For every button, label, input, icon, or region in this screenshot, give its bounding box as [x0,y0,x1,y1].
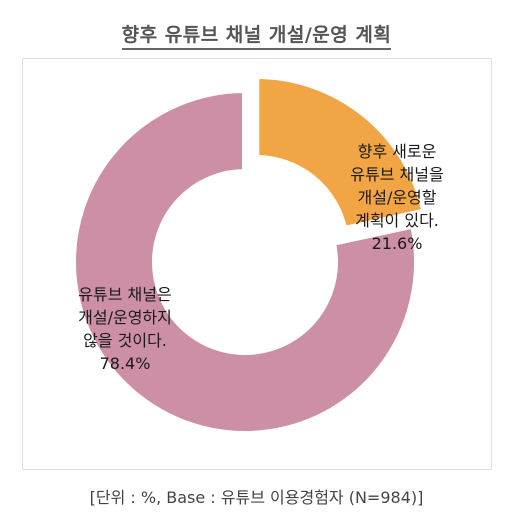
slice-value-no-plan: 78.4% [99,354,151,373]
slice-label-no-plan-line-3: 않을 것이다. [83,331,167,350]
slice-label-plan: 향후 새로운 유튜브 채널을 개설/운영할 계획이 있다. 21.6% [328,140,466,255]
slice-plan [253,72,428,233]
slice-label-no-plan-line-2: 개설/운영하지 [78,308,172,327]
slice-label-no-plan: 유튜브 채널은 개설/운영하지 않을 것이다. 78.4% [50,283,200,375]
slice-label-plan-line-1: 향후 새로운 [357,142,437,161]
slice-no-plan [70,86,420,437]
slice-label-plan-line-3: 개설/운영할 [357,188,437,207]
footnote: [단위 : %, Base : 유튜브 이용경험자 (N=984)] [89,488,424,507]
slice-label-plan-line-2: 유튜브 채널을 [350,165,444,184]
chart-title: 향후 유튜브 채널 개설/운영 계획 [0,20,513,50]
slice-label-plan-line-4: 계획이 있다. [355,211,439,230]
slice-value-plan: 21.6% [371,234,423,253]
slice-label-no-plan-line-1: 유튜브 채널은 [78,285,172,304]
